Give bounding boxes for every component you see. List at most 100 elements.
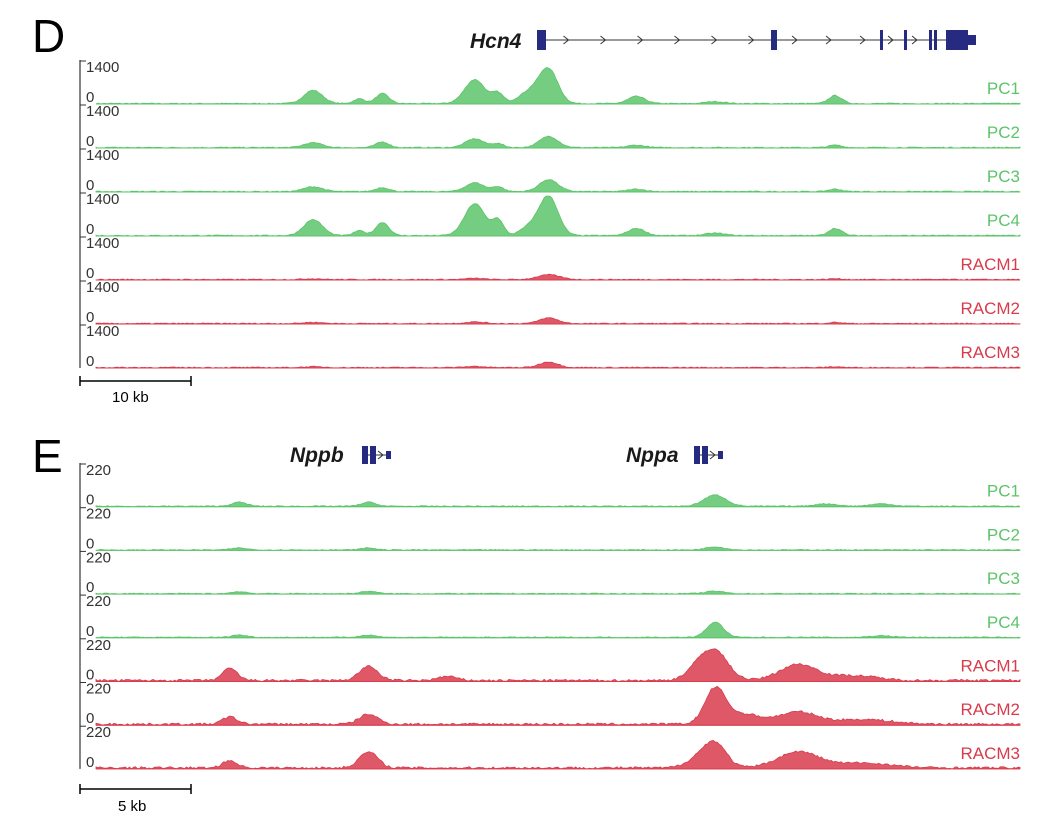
signal-area <box>95 546 1021 551</box>
scale-bar-label: 5 kb <box>118 798 146 815</box>
track-racm2: 1400 0 RACM2 <box>80 279 1021 326</box>
intron-arrow <box>711 35 718 45</box>
y-tick-zero: 0 <box>86 265 94 282</box>
exon <box>904 30 907 50</box>
track-label: PC4 <box>987 613 1020 632</box>
intron-arrow <box>825 35 832 45</box>
y-tick-zero: 0 <box>86 133 94 150</box>
scale-bar-e: 5 kb <box>79 784 192 815</box>
y-tick-max: 220 <box>86 506 111 523</box>
panel-letter-e: E <box>32 430 63 482</box>
y-tick-max: 1400 <box>86 323 119 340</box>
track-racm2: 220 0 RACM2 <box>80 681 1021 727</box>
exon <box>771 30 777 50</box>
track-pc4: 220 0 PC4 <box>80 593 1021 640</box>
track-pc3: 220 0 PC3 <box>80 549 1021 596</box>
track-label: RACM2 <box>960 700 1020 719</box>
track-label: PC3 <box>987 167 1020 186</box>
intron-arrow <box>600 35 607 45</box>
y-tick-max: 1400 <box>86 191 119 208</box>
y-tick-zero: 0 <box>86 353 94 370</box>
signal-area <box>95 739 1021 770</box>
track-pc1: 220 0 PC1 <box>80 462 1021 509</box>
y-tick-zero: 0 <box>86 221 94 238</box>
intron-arrow <box>674 35 681 45</box>
signal-area <box>95 621 1021 639</box>
exon <box>694 446 700 464</box>
exon <box>702 446 708 464</box>
intron-arrow <box>377 450 384 460</box>
track-pc2: 1400 0 PC2 <box>80 103 1021 150</box>
signal-area <box>95 195 1021 237</box>
exon <box>537 30 546 50</box>
signal-area <box>95 273 1021 281</box>
intron-arrow <box>637 35 644 45</box>
intron-arrow <box>911 35 918 45</box>
signal-area <box>95 648 1021 683</box>
y-tick-max: 1400 <box>86 279 119 296</box>
exon <box>929 30 932 50</box>
signal-area <box>95 685 1021 726</box>
exon <box>880 30 883 50</box>
intron-arrow <box>887 35 894 45</box>
signal-area <box>95 67 1021 105</box>
utr <box>968 35 976 45</box>
y-tick-zero: 0 <box>86 535 94 552</box>
utr <box>718 451 723 459</box>
track-label: PC4 <box>987 211 1020 230</box>
track-label: PC1 <box>987 482 1020 501</box>
track-label: RACM2 <box>960 299 1020 318</box>
track-label: PC3 <box>987 569 1020 588</box>
track-label: RACM1 <box>960 657 1020 676</box>
track-racm3: 1400 0 RACM3 <box>80 323 1021 370</box>
y-tick-max: 220 <box>86 681 111 698</box>
y-tick-zero: 0 <box>86 710 94 727</box>
intron-arrow <box>709 450 716 460</box>
track-label: PC1 <box>987 79 1020 98</box>
y-tick-max: 220 <box>86 549 111 566</box>
y-tick-zero: 0 <box>86 667 94 684</box>
y-tick-max: 1400 <box>86 147 119 164</box>
y-tick-max: 1400 <box>86 59 119 76</box>
intron-arrow <box>791 35 798 45</box>
gene-model-nppa <box>694 446 723 464</box>
signal-area <box>95 179 1021 193</box>
y-tick-max: 220 <box>86 593 111 610</box>
track-racm1: 220 0 RACM1 <box>80 637 1021 684</box>
utr <box>386 451 391 459</box>
panel-letter-d: D <box>32 10 65 62</box>
y-tick-zero: 0 <box>86 89 94 106</box>
track-label: PC2 <box>987 525 1020 544</box>
track-racm3: 220 0 RACM3 <box>80 724 1021 771</box>
gene-label-hcn4: Hcn4 <box>470 30 522 53</box>
exon <box>370 446 376 464</box>
y-tick-max: 220 <box>86 462 111 479</box>
y-tick-zero: 0 <box>86 309 94 326</box>
intron-arrow <box>859 35 866 45</box>
track-label: RACM3 <box>960 343 1020 362</box>
signal-area <box>95 494 1021 508</box>
y-tick-zero: 0 <box>86 623 94 640</box>
y-tick-zero: 0 <box>86 579 94 596</box>
track-pc1: 1400 0 PC1 <box>80 59 1021 106</box>
y-tick-zero: 0 <box>86 492 94 509</box>
exon <box>934 30 937 50</box>
y-tick-max: 1400 <box>86 235 119 252</box>
signal-area <box>95 317 1021 325</box>
signal-area <box>95 361 1021 369</box>
y-tick-zero: 0 <box>86 754 94 771</box>
signal-area <box>95 135 1021 149</box>
track-pc2: 220 0 PC2 <box>80 506 1021 552</box>
gene-model-nppb <box>362 446 391 464</box>
track-pc4: 1400 0 PC4 <box>80 191 1021 238</box>
y-tick-max: 1400 <box>86 103 119 120</box>
gene-model-hcn4 <box>537 30 976 50</box>
y-tick-zero: 0 <box>86 177 94 194</box>
track-pc3: 1400 0 PC3 <box>80 147 1021 194</box>
gene-label-nppa: Nppa <box>626 444 679 467</box>
track-label: PC2 <box>987 123 1020 142</box>
track-racm1: 1400 0 RACM1 <box>80 235 1021 282</box>
